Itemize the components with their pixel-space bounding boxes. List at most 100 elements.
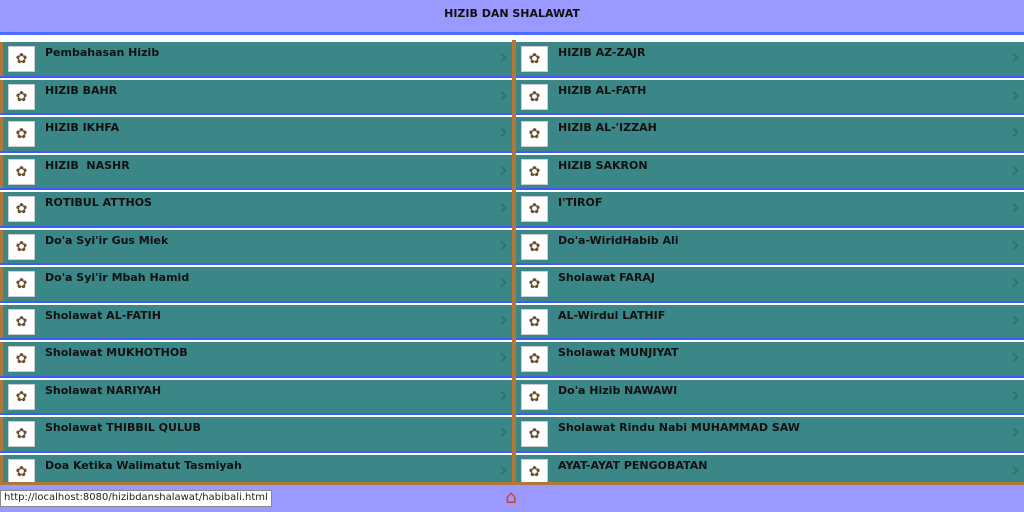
- chevron-right-icon: ›: [1010, 420, 1020, 445]
- calligraphy-thumbnail-icon: ✿: [521, 458, 548, 482]
- menu-item-body[interactable]: ✿ I'TIROF ›: [516, 192, 1024, 226]
- menu-item-body[interactable]: ✿ ROTIBUL ATTHOS ›: [0, 192, 512, 226]
- chevron-right-icon: ›: [498, 345, 508, 370]
- menu-item[interactable]: ✿ HIZIB IKHFA ›: [0, 115, 512, 153]
- menu-item-body[interactable]: ✿ Sholawat MUKHOTHOB ›: [0, 342, 512, 376]
- menu-item-label: ROTIBUL ATTHOS: [45, 196, 152, 209]
- menu-item-body[interactable]: ✿ AL-Wirdul LATHIF ›: [516, 304, 1024, 338]
- menu-item-label: Sholawat MUKHOTHOB: [45, 346, 188, 359]
- calligraphy-thumbnail-icon: ✿: [8, 308, 35, 335]
- chevron-right-icon: ›: [498, 457, 508, 482]
- calligraphy-thumbnail-icon: ✿: [8, 196, 35, 222]
- menu-item[interactable]: ✿ Sholawat FARAJ ›: [516, 265, 1024, 303]
- menu-item-label: HIZIB AL-'IZZAH: [558, 121, 657, 134]
- menu-item-label: Do'a-WiridHabib Ali: [558, 233, 679, 247]
- menu-item-label: Do'a Syi'ir Gus Miek: [45, 233, 169, 247]
- chevron-right-icon: ›: [1010, 382, 1020, 408]
- menu-item-body[interactable]: ✿ Do'a Hizib NAWAWI ›: [516, 379, 1024, 413]
- calligraphy-thumbnail-icon: ✿: [8, 233, 35, 260]
- menu-item[interactable]: ✿ Sholawat Rindu Nabi MUHAMMAD SAW ›: [516, 415, 1024, 453]
- chevron-right-icon: ›: [1010, 232, 1020, 258]
- menu-item-label: Sholawat NARIYAH: [45, 383, 162, 397]
- chevron-right-icon: ›: [498, 307, 508, 333]
- menu-item-label: AYAT-AYAT PENGOBATAN: [558, 458, 708, 472]
- menu-item-body[interactable]: ✿ HIZIB AL-FATH ›: [516, 79, 1024, 113]
- menu-item-label: HIZIB NASHR: [45, 158, 130, 172]
- menu-item-body[interactable]: ✿ HIZIB NASHR ›: [0, 154, 512, 188]
- menu-item-label: Sholawat Rindu Nabi MUHAMMAD SAW: [558, 421, 800, 434]
- chevron-right-icon: ›: [1010, 45, 1020, 70]
- menu-item-label: Sholawat AL-FATIH: [45, 308, 161, 322]
- menu-item[interactable]: ✿ HIZIB NASHR ›: [0, 152, 512, 190]
- home-icon[interactable]: ⌂: [505, 487, 517, 508]
- menu-item-label: HIZIB BAHR: [45, 83, 118, 97]
- menu-item[interactable]: ✿ Pembahasan Hizib ›: [0, 40, 512, 78]
- menu-item[interactable]: ✿ HIZIB BAHR ›: [0, 77, 512, 115]
- menu-item[interactable]: ✿ HIZIB SAKRON ›: [516, 152, 1024, 190]
- status-url: http://localhost:8080/hizibdanshalawat/h…: [0, 490, 272, 507]
- menu-item-body[interactable]: ✿ Sholawat AL-FATIH ›: [0, 304, 512, 338]
- menu-item-label: AL-Wirdul LATHIF: [558, 308, 666, 322]
- chevron-right-icon: ›: [1010, 120, 1020, 145]
- menu-item[interactable]: ✿ AYAT-AYAT PENGOBATAN ›: [516, 452, 1024, 482]
- menu-item[interactable]: ✿ Sholawat NARIYAH ›: [0, 377, 512, 415]
- menu-item-body[interactable]: ✿ HIZIB SAKRON ›: [516, 154, 1024, 188]
- menu-item-body[interactable]: ✿ Sholawat THIBBIL QULUB ›: [0, 417, 512, 451]
- menu-item[interactable]: ✿ HIZIB AL-'IZZAH ›: [516, 115, 1024, 153]
- menu-item[interactable]: ✿ HIZIB AL-FATH ›: [516, 77, 1024, 115]
- menu-item[interactable]: ✿ Sholawat THIBBIL QULUB ›: [0, 415, 512, 453]
- menu-item[interactable]: ✿ ROTIBUL ATTHOS ›: [0, 190, 512, 228]
- chevron-right-icon: ›: [498, 382, 508, 408]
- chevron-right-icon: ›: [498, 270, 508, 295]
- menu-item[interactable]: ✿ Do'a Hizib NAWAWI ›: [516, 377, 1024, 415]
- menu-item-label: Do'a Syi'ir Mbah Hamid: [45, 271, 190, 284]
- menu-item[interactable]: ✿ Do'a-WiridHabib Ali ›: [516, 227, 1024, 265]
- menu-item-body[interactable]: ✿ HIZIB IKHFA ›: [0, 117, 512, 151]
- calligraphy-thumbnail-icon: ✿: [521, 308, 548, 335]
- chevron-right-icon: ›: [498, 45, 508, 70]
- menu-item-body[interactable]: ✿ Sholawat Rindu Nabi MUHAMMAD SAW ›: [516, 417, 1024, 451]
- menu-item[interactable]: ✿ Sholawat AL-FATIH ›: [0, 302, 512, 340]
- menu-item[interactable]: ✿ HIZIB AZ-ZAJR ›: [516, 40, 1024, 78]
- menu-item-label: HIZIB SAKRON: [558, 158, 648, 172]
- calligraphy-thumbnail-icon: ✿: [8, 346, 35, 372]
- calligraphy-thumbnail-icon: ✿: [8, 458, 35, 482]
- calligraphy-thumbnail-icon: ✿: [521, 271, 548, 297]
- menu-item-body[interactable]: ✿ HIZIB AZ-ZAJR ›: [516, 42, 1024, 76]
- menu-item[interactable]: ✿ Sholawat MUKHOTHOB ›: [0, 340, 512, 378]
- page-title: HIZIB DAN SHALAWAT: [444, 7, 580, 20]
- menu-item[interactable]: ✿ Sholawat MUNJIYAT ›: [516, 340, 1024, 378]
- menu-item[interactable]: ✿ AL-Wirdul LATHIF ›: [516, 302, 1024, 340]
- menu-item-label: HIZIB IKHFA: [45, 121, 120, 134]
- calligraphy-thumbnail-icon: ✿: [8, 83, 35, 110]
- menu-item-body[interactable]: ✿ Sholawat MUNJIYAT ›: [516, 342, 1024, 376]
- menu-item-label: HIZIB AL-FATH: [558, 83, 647, 97]
- chevron-right-icon: ›: [1010, 270, 1020, 295]
- chevron-right-icon: ›: [498, 157, 508, 183]
- menu-item-body[interactable]: ✿ Doa Ketika Walimatut Tasmiyah ›: [0, 454, 512, 482]
- menu-item-body[interactable]: ✿ HIZIB AL-'IZZAH ›: [516, 117, 1024, 151]
- menu-item-label: Sholawat MUNJIYAT: [558, 346, 679, 359]
- menu-item-body[interactable]: ✿ HIZIB BAHR ›: [0, 79, 512, 113]
- left-column: ✿ Pembahasan Hizib › ✿ HIZIB BAHR › ✿ HIZIB IKH…: [0, 40, 512, 482]
- menu-item-body[interactable]: ✿ Sholawat NARIYAH ›: [0, 379, 512, 413]
- calligraphy-thumbnail-icon: ✿: [521, 196, 548, 222]
- menu-item-body[interactable]: ✿ Do'a Syi'ir Mbah Hamid ›: [0, 267, 512, 301]
- calligraphy-thumbnail-icon: ✿: [8, 421, 35, 447]
- chevron-right-icon: ›: [498, 195, 508, 220]
- calligraphy-thumbnail-icon: ✿: [521, 421, 548, 447]
- menu-item[interactable]: ✿ Do'a Syi'ir Mbah Hamid ›: [0, 265, 512, 303]
- menu-item-body[interactable]: ✿ Do'a-WiridHabib Ali ›: [516, 229, 1024, 263]
- calligraphy-thumbnail-icon: ✿: [521, 158, 548, 185]
- menu-item[interactable]: ✿ Doa Ketika Walimatut Tasmiyah ›: [0, 452, 512, 482]
- calligraphy-thumbnail-icon: ✿: [8, 271, 35, 297]
- chevron-right-icon: ›: [1010, 457, 1020, 482]
- menu-item[interactable]: ✿ Do'a Syi'ir Gus Miek ›: [0, 227, 512, 265]
- menu-item-body[interactable]: ✿ Do'a Syi'ir Gus Miek ›: [0, 229, 512, 263]
- menu-item[interactable]: ✿ I'TIROF ›: [516, 190, 1024, 228]
- menu-item-body[interactable]: ✿ AYAT-AYAT PENGOBATAN ›: [516, 454, 1024, 482]
- menu-item-label: Sholawat FARAJ: [558, 271, 656, 284]
- menu-item-body[interactable]: ✿ Pembahasan Hizib ›: [0, 42, 512, 76]
- menu-item-body[interactable]: ✿ Sholawat FARAJ ›: [516, 267, 1024, 301]
- menu-item-label: HIZIB AZ-ZAJR: [558, 46, 646, 59]
